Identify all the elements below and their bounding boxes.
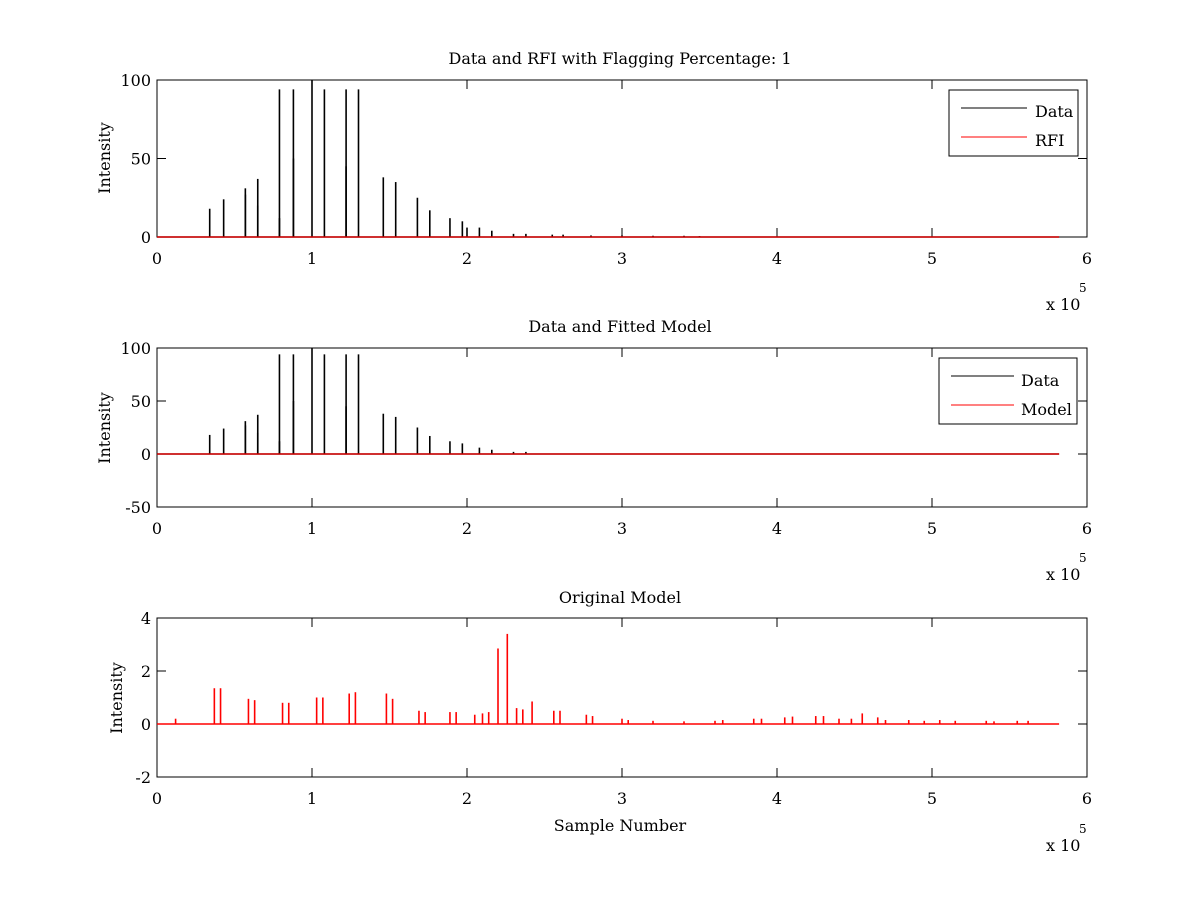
subplot-1-x-multiplier-base: x 10 [1046,295,1080,314]
subplot-3-xtick-label-3: 3 [617,789,627,808]
subplot-2-xtick-label-2: 2 [462,519,472,538]
subplot-2-xtick-label-6: 6 [1082,519,1092,538]
subplot-1-xtick-label-0: 0 [152,249,162,268]
subplot-3-xtick-label-2: 2 [462,789,472,808]
subplot-3-x-multiplier-base: x 10 [1046,836,1080,855]
subplot-1-plot-area: 0 1 2 3 4 5 6 0 50 100 [120,71,1092,268]
subplot-2-xtick-label-1: 1 [307,519,317,538]
subplot-3-xtick-label-0: 0 [152,789,162,808]
subplot-2-ytick-label-0: -50 [125,498,151,517]
subplot-1: Data and RFI with Flagging Percentage: 1… [95,49,1092,314]
subplot-3-ytick-label-0: -2 [135,768,151,787]
subplot-2-xtick-label-5: 5 [927,519,937,538]
subplot-2-legend-box [938,357,1078,425]
subplot-3-ylabel: Intensity [107,662,126,734]
subplot-2-legend: Data Model [938,357,1078,425]
subplot-3-ytick-label-3: 4 [141,609,151,628]
subplot-3-xtick-label-5: 5 [927,789,937,808]
subplot-2-ylabel: Intensity [95,392,114,464]
subplot-1-x-multiplier-exponent: 5 [1079,281,1087,295]
subplot-2-ytick-label-1: 0 [141,445,151,464]
subplot-1-ytick-label-2: 100 [120,71,151,90]
subplot-1-xtick-label-1: 1 [307,249,317,268]
subplot-2-ytick-label-3: 100 [120,339,151,358]
subplot-1-xtick-label-2: 2 [462,249,472,268]
subplot-1-xtick-label-3: 3 [617,249,627,268]
subplot-1-axes [156,79,1088,238]
subplot-2-legend-label-model: Model [1021,400,1072,419]
subplot-2-x-multiplier-base: x 10 [1046,565,1080,584]
subplot-2-x-multiplier: x 10 5 [1046,551,1087,584]
subplot-3-xlabel: Sample Number [554,816,687,835]
subplot-3-xtick-label-1: 1 [307,789,317,808]
subplot-1-legend-box [948,89,1079,157]
subplot-3-xtick-label-6: 6 [1082,789,1092,808]
subplot-2-legend-label-data: Data [1021,371,1060,390]
subplot-1-legend: Data RFI [948,89,1079,157]
subplot-2-ytick-label-2: 50 [131,392,151,411]
subplot-2-x-multiplier-exponent: 5 [1079,551,1087,565]
subplot-1-ytick-label-0: 0 [141,228,151,247]
subplot-2-xtick-label-0: 0 [152,519,162,538]
subplot-3-ytick-label-1: 0 [141,715,151,734]
subplot-1-xtick-label-5: 5 [927,249,937,268]
subplot-1-ylabel: Intensity [95,122,114,194]
subplot-1-xtick-label-6: 6 [1082,249,1092,268]
subplot-3-ytick-label-2: 2 [141,662,151,681]
subplot-3-x-multiplier: x 10 5 [1046,822,1087,855]
subplot-1-legend-label-rfi: RFI [1035,131,1064,150]
subplot-1-title: Data and RFI with Flagging Percentage: 1 [448,49,791,68]
subplot-1-x-multiplier: x 10 5 [1046,281,1087,314]
subplot-2-xtick-label-4: 4 [772,519,782,538]
subplot-3-title: Original Model [559,588,681,607]
subplot-2-title: Data and Fitted Model [528,317,711,336]
subplot-1-xtick-label-4: 4 [772,249,782,268]
subplot-3-x-multiplier-exponent: 5 [1079,822,1087,836]
subplot-1-legend-label-data: Data [1035,102,1074,121]
subplot-2-xtick-label-3: 3 [617,519,627,538]
subplot-3-xtick-label-4: 4 [772,789,782,808]
subplot-1-ytick-label-1: 50 [131,150,151,169]
subplot-3-axes [156,617,1088,778]
